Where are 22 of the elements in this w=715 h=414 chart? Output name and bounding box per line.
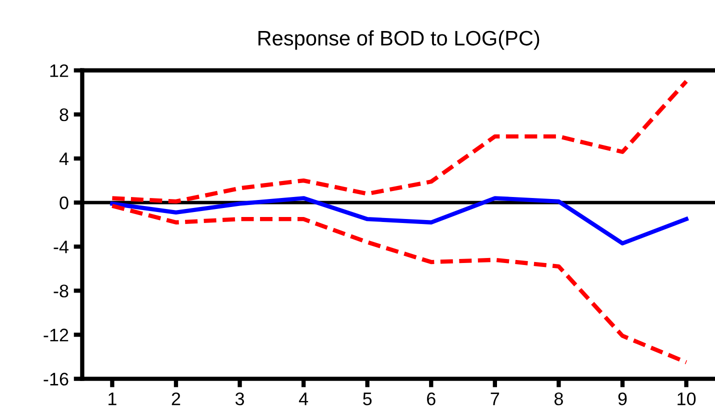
y-tick-label: -8 — [54, 284, 68, 298]
x-tick-label: 6 — [427, 392, 436, 406]
y-tick-label: 12 — [50, 64, 68, 77]
x-tick-label: 9 — [618, 392, 627, 406]
y-tick-label: -12 — [44, 328, 68, 342]
y-tick-label: -16 — [44, 372, 68, 386]
y-tick-label: 8 — [60, 108, 68, 122]
x-tick-label: 10 — [678, 392, 696, 406]
x-tick-label: 3 — [235, 392, 244, 406]
x-tick-label: 4 — [298, 392, 308, 406]
line-series — [110, 196, 688, 246]
y-tick-label: 4 — [59, 152, 69, 166]
line-series — [110, 79, 688, 204]
line-series — [110, 204, 688, 364]
y-tick-label: -4 — [54, 240, 69, 254]
y-tick-label: 0 — [60, 196, 68, 210]
x-tick-label: 8 — [554, 392, 563, 406]
x-tick-label: 2 — [172, 392, 180, 406]
x-tick-label: 7 — [490, 392, 500, 406]
chart-title: Response of BOD to LOG(PC) — [258, 30, 540, 50]
x-tick-label: 5 — [363, 392, 372, 406]
x-tick-label: 1 — [108, 392, 116, 406]
